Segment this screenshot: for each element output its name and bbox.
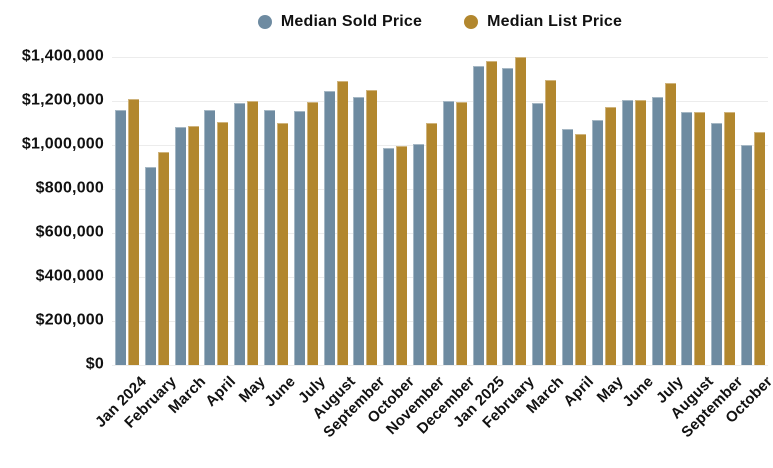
bar-median-list-price[interactable] xyxy=(485,61,497,365)
bar-median-sold-price[interactable] xyxy=(353,96,365,365)
bar-group xyxy=(529,57,559,365)
y-axis-tick-label: $200,000 xyxy=(35,311,104,329)
bar-median-list-price[interactable] xyxy=(217,121,229,365)
y-axis-tick-label: $1,200,000 xyxy=(21,91,104,109)
bar-median-list-price[interactable] xyxy=(455,102,467,365)
bar-median-sold-price[interactable] xyxy=(114,109,126,365)
bar-median-sold-price[interactable] xyxy=(532,103,544,365)
bar-group xyxy=(649,57,679,365)
y-axis-tick-label: $1,000,000 xyxy=(21,135,104,153)
bar-group xyxy=(678,57,708,365)
bar-median-sold-price[interactable] xyxy=(591,119,603,365)
legend-label-median-list-price: Median List Price xyxy=(487,13,623,30)
y-axis-tick-label: $800,000 xyxy=(35,179,104,197)
grid-line xyxy=(112,189,768,190)
bar-median-sold-price[interactable] xyxy=(442,101,454,365)
bar-group xyxy=(500,57,530,365)
bar-group xyxy=(380,57,410,365)
bar-median-sold-price[interactable] xyxy=(174,127,186,365)
x-axis: Jan 2024 February March April May June July Aug… xyxy=(92,367,773,468)
bar-group xyxy=(142,57,172,365)
y-axis-tick-label: $600,000 xyxy=(35,223,104,241)
bar-median-sold-price[interactable] xyxy=(323,91,335,365)
bar-median-sold-price[interactable] xyxy=(621,99,633,365)
bar-group xyxy=(291,57,321,365)
bar-group xyxy=(172,57,202,365)
bar-group xyxy=(589,57,619,365)
bar-median-list-price[interactable] xyxy=(604,106,616,365)
bar-median-sold-price[interactable] xyxy=(234,103,246,365)
bar-median-sold-price[interactable] xyxy=(204,109,216,365)
bar-group xyxy=(559,57,589,365)
bar-group xyxy=(231,57,261,365)
y-axis: $0 $200,000 $400,000 $600,000 $800,000 $1,000… xyxy=(0,48,104,373)
bar-median-sold-price[interactable] xyxy=(502,68,514,365)
legend-item-median-sold-price[interactable]: Median Sold Price xyxy=(257,13,423,31)
bar-median-sold-price[interactable] xyxy=(562,128,574,365)
bar-median-sold-price[interactable] xyxy=(413,143,425,365)
x-axis-tick-label: April xyxy=(560,373,598,410)
bar-median-list-price[interactable] xyxy=(545,80,557,365)
bar-group xyxy=(470,57,500,365)
bar-group xyxy=(440,57,470,365)
bar-median-list-price[interactable] xyxy=(187,126,199,365)
grid-line xyxy=(112,277,768,278)
bar-median-sold-price[interactable] xyxy=(263,109,275,365)
bar-median-sold-price[interactable] xyxy=(293,110,305,365)
bar-group xyxy=(351,57,381,365)
legend-swatch-list-icon xyxy=(464,15,479,29)
bar-median-list-price[interactable] xyxy=(694,112,706,365)
bar-median-sold-price[interactable] xyxy=(711,123,723,365)
bar-median-list-price[interactable] xyxy=(306,102,318,365)
bar-median-list-price[interactable] xyxy=(127,98,139,365)
legend-swatch-sold-icon xyxy=(257,15,272,29)
bar-median-list-price[interactable] xyxy=(336,81,348,365)
bar-median-list-price[interactable] xyxy=(724,112,736,365)
bar-median-list-price[interactable] xyxy=(157,151,169,365)
chart-legend: Median Sold Price Median List Price xyxy=(112,8,768,36)
legend-item-median-list-price[interactable]: Median List Price xyxy=(464,13,622,31)
bar-median-list-price[interactable] xyxy=(276,123,288,365)
y-axis-tick-label: $1,400,000 xyxy=(21,47,104,65)
bar-median-list-price[interactable] xyxy=(396,146,408,365)
x-axis-tick-label: June xyxy=(619,373,657,411)
bar-median-sold-price[interactable] xyxy=(651,96,663,365)
bar-group xyxy=(410,57,440,365)
grid-line xyxy=(112,321,768,322)
grid-line xyxy=(112,233,768,234)
bar-median-sold-price[interactable] xyxy=(472,65,484,365)
bar-median-list-price[interactable] xyxy=(575,134,587,365)
bar-group xyxy=(112,57,142,365)
bar-median-list-price[interactable] xyxy=(366,90,378,365)
bar-median-list-price[interactable] xyxy=(634,99,646,365)
bar-median-list-price[interactable] xyxy=(247,101,259,365)
legend-label-median-sold-price: Median Sold Price xyxy=(280,13,423,30)
bar-median-list-price[interactable] xyxy=(426,123,438,365)
grid-line xyxy=(112,145,768,146)
bar-group xyxy=(261,57,291,365)
bar-median-sold-price[interactable] xyxy=(383,148,395,365)
bar-group xyxy=(619,57,649,365)
y-axis-tick-label: $400,000 xyxy=(35,267,104,285)
bar-median-sold-price[interactable] xyxy=(740,145,752,365)
grid-line xyxy=(112,101,768,102)
grid-line xyxy=(112,57,768,58)
bar-median-list-price[interactable] xyxy=(515,57,527,365)
bar-group xyxy=(738,57,768,365)
bar-group xyxy=(201,57,231,365)
bar-median-list-price[interactable] xyxy=(664,83,676,365)
plot-area xyxy=(112,57,768,366)
bar-series xyxy=(112,57,768,365)
bar-median-sold-price[interactable] xyxy=(144,167,156,365)
bar-median-sold-price[interactable] xyxy=(681,112,693,365)
bar-group xyxy=(321,57,351,365)
grid-line xyxy=(112,365,768,366)
y-axis-tick-label: $0 xyxy=(85,355,104,373)
bar-median-list-price[interactable] xyxy=(753,131,765,365)
bar-group xyxy=(708,57,738,365)
x-axis-tick-label: April xyxy=(202,373,240,410)
x-axis-tick-label: June xyxy=(261,373,300,411)
